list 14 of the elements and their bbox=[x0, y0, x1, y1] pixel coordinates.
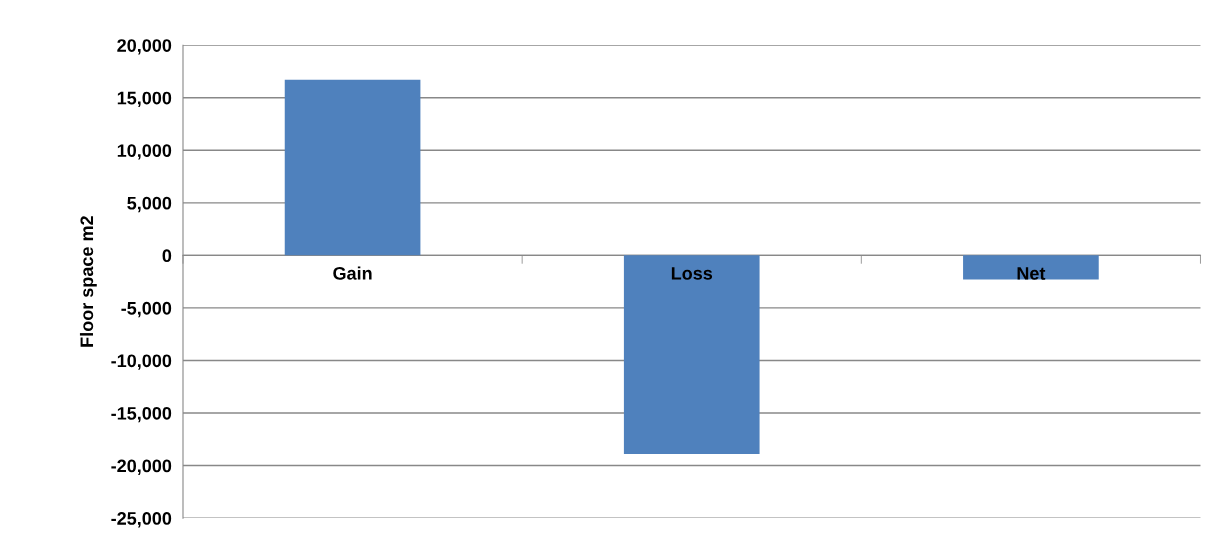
y-tick-label: -25,000 bbox=[111, 512, 172, 528]
x-tick-label: Loss bbox=[671, 267, 713, 280]
x-tick-label: Net bbox=[1017, 267, 1046, 280]
y-tick-label: -20,000 bbox=[111, 459, 172, 475]
y-tick-label: 15,000 bbox=[117, 91, 172, 108]
y-tick-label: 0 bbox=[162, 249, 172, 263]
y-tick-label: 20,000 bbox=[117, 39, 172, 55]
y-tick-label: -15,000 bbox=[111, 406, 172, 423]
y-axis-title: Floor space m2 bbox=[79, 216, 97, 347]
y-tick-label: 5,000 bbox=[127, 196, 172, 213]
x-tick-label: Gain bbox=[333, 266, 372, 280]
y-tick-label: -5,000 bbox=[121, 301, 172, 318]
y-tick-label: -10,000 bbox=[111, 354, 172, 370]
y-tick-label: 10,000 bbox=[117, 144, 172, 160]
